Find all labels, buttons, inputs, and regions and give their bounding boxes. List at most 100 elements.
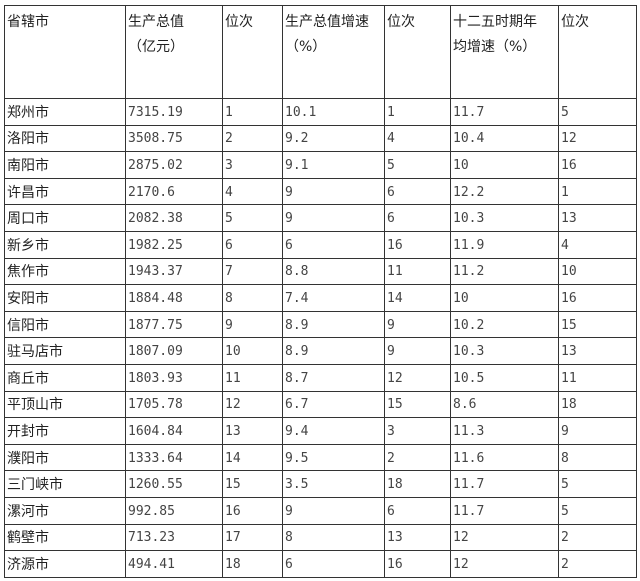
header-text: 位次: [561, 14, 589, 30]
cell-avg-growth: 12.2: [450, 177, 559, 206]
cell-city: 漯河市: [4, 496, 126, 525]
cell-growth-rank: 11: [384, 257, 451, 286]
cell-growth-rank: 18: [384, 470, 451, 498]
cell-city: 郑州市: [4, 98, 126, 126]
cell-avg-growth-rank: 5: [558, 496, 637, 525]
cell-gdp-rank: 14: [222, 443, 283, 472]
cell-gdp: 992.85: [125, 496, 223, 525]
cell-growth-rank: 14: [384, 284, 451, 312]
cell-avg-growth-rank: 18: [558, 390, 637, 419]
table-row: 济源市 494.41 18 6 16 12 2: [4, 550, 637, 578]
cell-gdp: 494.41: [125, 550, 223, 578]
cell-avg-growth-rank: 2: [558, 523, 637, 552]
cell-gdp-rank: 10: [222, 337, 283, 365]
cell-city: 三门峡市: [4, 470, 126, 498]
cell-avg-growth-rank: 16: [558, 284, 637, 312]
cell-avg-growth: 10: [450, 151, 559, 179]
cell-gdp: 2082.38: [125, 204, 223, 232]
table-row: 鹤壁市 713.23 17 8 13 12 2: [4, 523, 637, 552]
cell-gdp-rank: 12: [222, 390, 283, 419]
cell-growth: 9.5: [282, 443, 385, 472]
table-row: 漯河市 992.85 16 9 6 11.7 5: [4, 496, 637, 525]
cell-growth-rank: 16: [384, 550, 451, 578]
table-row: 周口市 2082.38 5 9 6 10.3 13: [4, 204, 637, 232]
cell-avg-growth-rank: 5: [558, 98, 637, 126]
cell-avg-growth-rank: 9: [558, 417, 637, 445]
header-text: （亿元）: [128, 39, 184, 55]
table-body: 郑州市 7315.19 1 10.1 1 11.7 5 洛阳市 3508.75 2 9.2 4 10.4…: [4, 98, 637, 578]
cell-gdp-rank: 13: [222, 417, 283, 445]
cell-gdp-rank: 2: [222, 124, 283, 153]
cell-gdp-rank: 18: [222, 550, 283, 578]
cell-growth-rank: 4: [384, 124, 451, 153]
cell-avg-growth: 12: [450, 550, 559, 578]
header-avg-growth: 十二五时期年 均增速（%）: [450, 5, 559, 99]
cell-avg-growth: 11.6: [450, 443, 559, 472]
cell-gdp: 1604.84: [125, 417, 223, 445]
table-row: 新乡市 1982.25 6 6 16 11.9 4: [4, 230, 637, 259]
cell-gdp: 1803.93: [125, 363, 223, 392]
cell-avg-growth-rank: 4: [558, 230, 637, 259]
cell-avg-growth: 10.3: [450, 204, 559, 232]
cell-growth-rank: 5: [384, 151, 451, 179]
cell-city: 信阳市: [4, 310, 126, 339]
cell-avg-growth: 10.5: [450, 363, 559, 392]
cell-gdp-rank: 11: [222, 363, 283, 392]
cell-avg-growth: 10.4: [450, 124, 559, 153]
cell-growth-rank: 3: [384, 417, 451, 445]
table-row: 信阳市 1877.75 9 8.9 9 10.2 15: [4, 310, 637, 339]
cell-growth: 3.5: [282, 470, 385, 498]
cell-avg-growth-rank: 2: [558, 550, 637, 578]
cell-growth: 8.9: [282, 337, 385, 365]
cell-growth-rank: 6: [384, 496, 451, 525]
cell-growth: 9.1: [282, 151, 385, 179]
cell-city: 周口市: [4, 204, 126, 232]
cell-gdp: 3508.75: [125, 124, 223, 153]
cell-gdp: 1982.25: [125, 230, 223, 259]
cell-growth: 8.9: [282, 310, 385, 339]
cell-avg-growth: 12: [450, 523, 559, 552]
cell-gdp: 1807.09: [125, 337, 223, 365]
cell-growth: 6.7: [282, 390, 385, 419]
header-text: 生产总值: [128, 14, 184, 30]
cell-growth: 8.8: [282, 257, 385, 286]
header-text: （%）: [285, 39, 327, 55]
table-row: 驻马店市 1807.09 10 8.9 9 10.3 13: [4, 337, 637, 365]
header-gdp: 生产总值 （亿元）: [125, 5, 223, 99]
cell-growth: 10.1: [282, 98, 385, 126]
cell-avg-growth-rank: 5: [558, 470, 637, 498]
cell-growth-rank: 12: [384, 363, 451, 392]
cell-gdp: 7315.19: [125, 98, 223, 126]
header-city: 省辖市: [4, 5, 126, 99]
header-text: 十二五时期年: [453, 14, 537, 30]
cell-growth: 8: [282, 523, 385, 552]
cell-growth: 9: [282, 204, 385, 232]
cell-gdp-rank: 15: [222, 470, 283, 498]
header-avg-growth-rank: 位次: [558, 5, 637, 99]
header-text: 生产总值增速: [285, 14, 369, 30]
header-text: 省辖市: [7, 14, 49, 30]
cell-growth-rank: 6: [384, 177, 451, 206]
cell-growth: 8.7: [282, 363, 385, 392]
cell-city: 南阳市: [4, 151, 126, 179]
header-growth: 生产总值增速 （%）: [282, 5, 385, 99]
cell-avg-growth-rank: 11: [558, 363, 637, 392]
cell-gdp: 2875.02: [125, 151, 223, 179]
table-row: 郑州市 7315.19 1 10.1 1 11.7 5: [4, 98, 637, 126]
cell-avg-growth: 11.7: [450, 496, 559, 525]
cell-gdp: 1884.48: [125, 284, 223, 312]
cell-growth: 7.4: [282, 284, 385, 312]
table-row: 濮阳市 1333.64 14 9.5 2 11.6 8: [4, 443, 637, 472]
cell-avg-growth: 11.7: [450, 98, 559, 126]
header-text: 位次: [387, 14, 415, 30]
header-text: 位次: [225, 14, 253, 30]
cell-growth-rank: 9: [384, 337, 451, 365]
cell-gdp: 713.23: [125, 523, 223, 552]
cell-gdp-rank: 9: [222, 310, 283, 339]
header-gdp-rank: 位次: [222, 5, 283, 99]
cell-gdp-rank: 5: [222, 204, 283, 232]
cell-city: 焦作市: [4, 257, 126, 286]
cell-growth-rank: 1: [384, 98, 451, 126]
cell-growth: 9: [282, 177, 385, 206]
cell-avg-growth: 11.2: [450, 257, 559, 286]
